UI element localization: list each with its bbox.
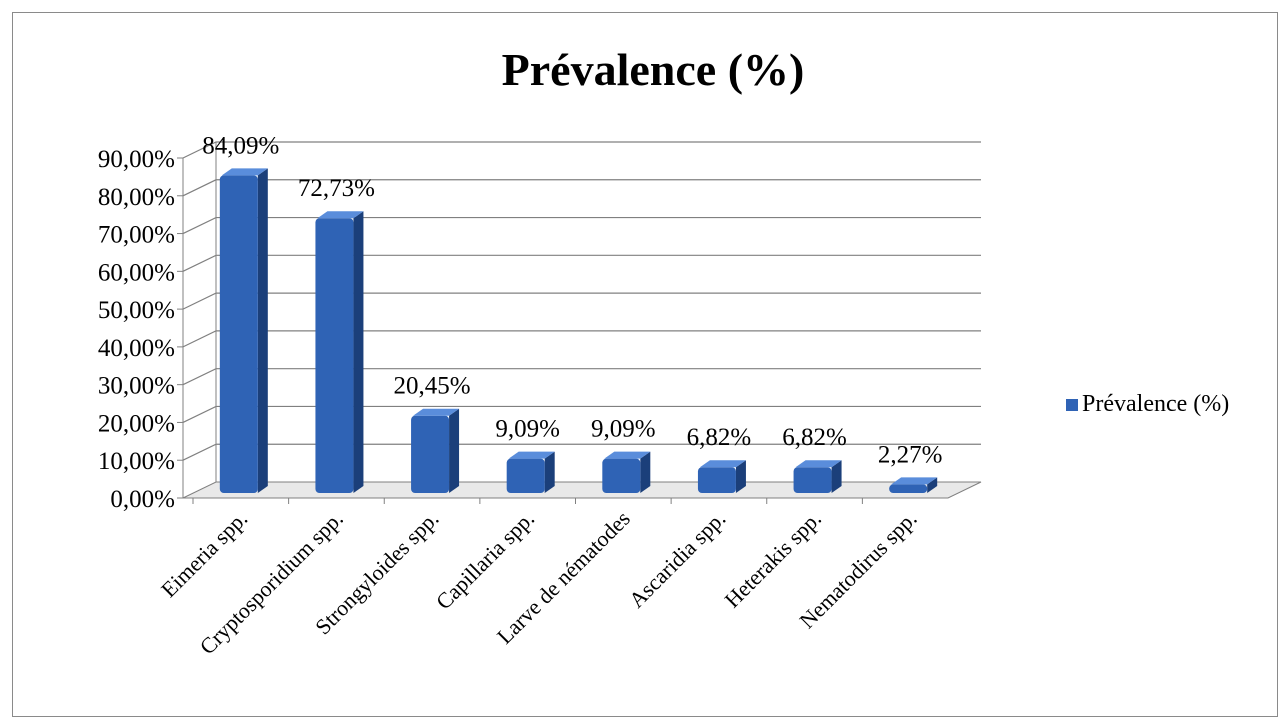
bar-front xyxy=(889,484,928,493)
y-tick-label: 10,00% xyxy=(98,448,175,475)
data-label: 6,82% xyxy=(782,424,847,451)
legend: Prévalence (%) xyxy=(1066,391,1229,417)
x-tick-label: Ascaridia spp. xyxy=(624,506,731,613)
bar-front xyxy=(697,467,736,493)
bar-top xyxy=(508,451,555,459)
y-tick-label: 90,00% xyxy=(98,146,175,173)
data-label: 9,09% xyxy=(495,416,560,443)
chart-walls xyxy=(182,142,982,499)
data-label: 9,09% xyxy=(591,416,656,443)
gridline xyxy=(182,141,981,159)
bar-top xyxy=(891,477,938,485)
y-tick-label: 30,00% xyxy=(98,373,175,400)
y-tick-label: 50,00% xyxy=(98,297,175,324)
gridlines xyxy=(182,141,981,461)
bar-side xyxy=(353,211,364,493)
bar xyxy=(793,460,842,493)
chart-frame: Prévalence (%) 0,00% 10,00% 20,00% 30,00% 40… xyxy=(12,12,1278,717)
x-axis-labels: Eimeria spp.Cryptosporidium spp.Strongyl… xyxy=(156,498,922,659)
y-tick-label: 0,00% xyxy=(110,486,175,513)
legend-swatch xyxy=(1066,399,1078,411)
bar-front xyxy=(315,218,354,493)
bar-top xyxy=(413,408,460,416)
data-labels: 84,09% 72,73% 20,45% 9,09% 9,09% 6,82% 6,82% 2,… xyxy=(202,132,942,468)
y-tick-label: 40,00% xyxy=(98,335,175,362)
legend-label: Prévalence (%) xyxy=(1082,391,1229,417)
bar-side xyxy=(927,477,938,493)
y-tick-label: 20,00% xyxy=(98,410,175,437)
bar-front xyxy=(602,458,641,493)
data-label: 72,73% xyxy=(298,175,375,202)
bar xyxy=(506,451,555,493)
gridline xyxy=(182,405,981,423)
bar-front xyxy=(411,415,450,493)
bar-top xyxy=(221,168,268,176)
chart-title: Prévalence (%) xyxy=(502,44,805,95)
bar xyxy=(315,211,364,493)
bar xyxy=(602,451,651,493)
bar xyxy=(889,477,938,493)
bar-side xyxy=(831,460,842,493)
x-tick-label: Eimeria spp. xyxy=(156,506,252,602)
gridline xyxy=(182,368,981,386)
bar xyxy=(411,408,460,493)
y-tick-label: 80,00% xyxy=(98,184,175,211)
bar-side xyxy=(640,451,651,493)
bar-side xyxy=(544,451,555,493)
data-label: 2,27% xyxy=(878,441,943,468)
bar xyxy=(697,460,746,493)
gridline xyxy=(182,179,981,197)
bar-side xyxy=(735,460,746,493)
bar-side xyxy=(449,408,460,493)
x-tick-label: Heterakis spp. xyxy=(719,506,826,613)
gridline xyxy=(182,292,981,310)
y-tick-label: 60,00% xyxy=(98,259,175,286)
chart-floor xyxy=(182,481,982,499)
gridline xyxy=(182,254,981,272)
y-axis-ticks: 0,00% 10,00% 20,00% 30,00% 40,00% 50,00% 60,00… xyxy=(98,146,183,513)
bar-top xyxy=(317,211,364,219)
bar-top xyxy=(604,451,651,459)
gridline xyxy=(182,216,981,235)
bar-front xyxy=(793,467,832,493)
data-label: 20,45% xyxy=(394,373,471,400)
bar-top xyxy=(795,460,842,468)
bar-side xyxy=(257,168,268,493)
bar-front xyxy=(219,175,258,493)
bar xyxy=(219,168,268,493)
prevalence-bar-chart: Prévalence (%) 0,00% 10,00% 20,00% 30,00% 40… xyxy=(98,44,1229,659)
gridline xyxy=(182,443,981,461)
x-tick-label: Capillaria spp. xyxy=(431,506,539,614)
bars xyxy=(219,168,938,493)
data-label: 6,82% xyxy=(687,424,752,451)
data-label: 84,09% xyxy=(202,132,279,159)
gridline xyxy=(182,330,981,348)
y-tick-label: 70,00% xyxy=(98,222,175,249)
bar-top xyxy=(699,460,746,468)
bar-front xyxy=(506,458,545,493)
